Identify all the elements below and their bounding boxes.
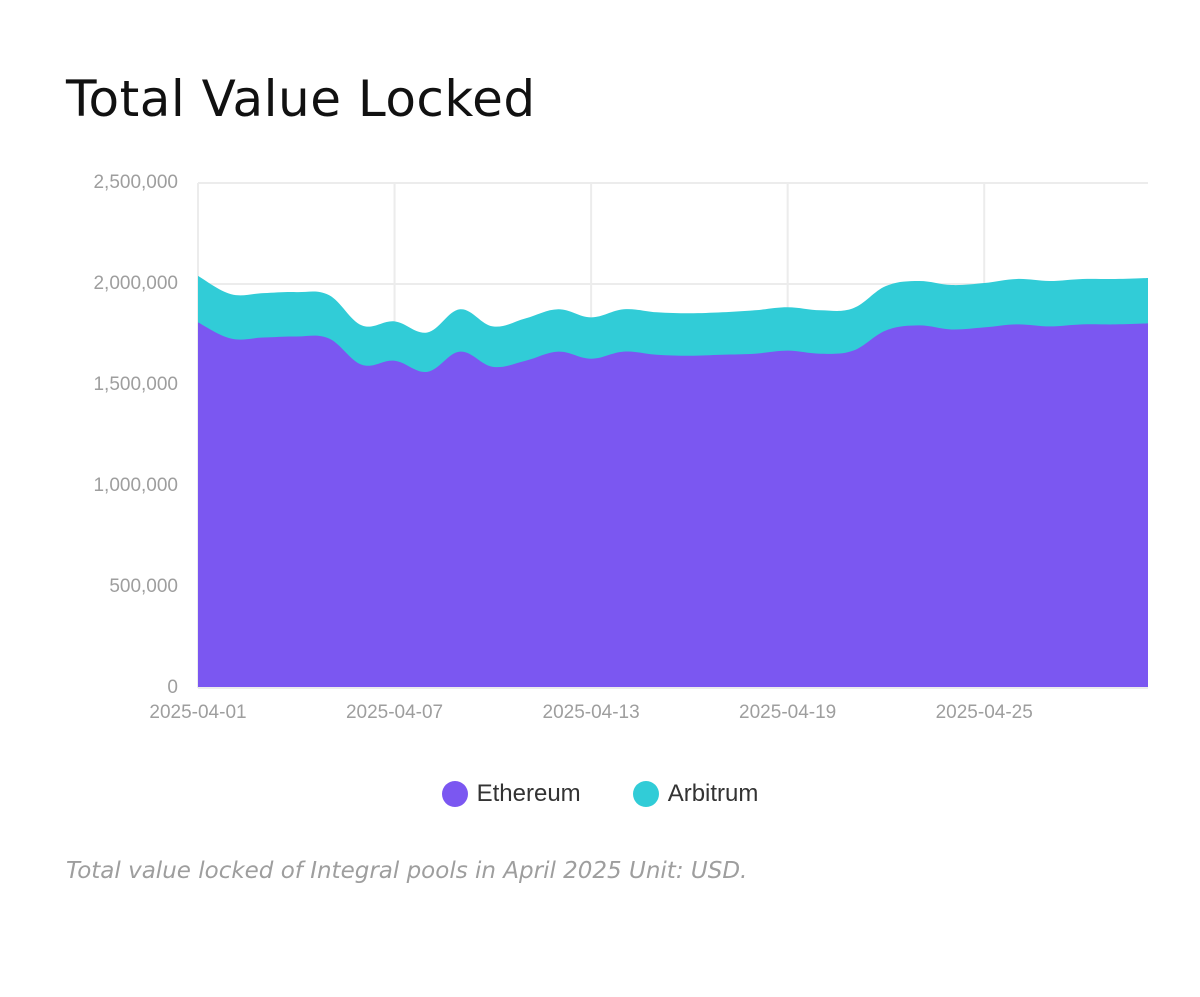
area-series [198, 275, 1148, 688]
chart-legend: Ethereum Arbitrum [0, 780, 1200, 808]
y-tick-label: 0 [167, 677, 178, 698]
legend-label-arbitrum: Arbitrum [667, 780, 759, 807]
y-tick-label: 1,000,000 [93, 475, 178, 496]
chart-title: Total Value Locked [66, 70, 536, 128]
y-tick-label: 2,000,000 [93, 273, 178, 294]
area-chart: 0 500,000 1,000,000 1,500,000 2,000,000 2,500… [93, 172, 1148, 723]
legend-item-arbitrum[interactable]: Arbitrum [632, 780, 759, 808]
y-tick-label: 500,000 [109, 576, 178, 597]
x-tick-label: 2025-04-13 [543, 702, 640, 723]
legend-swatch-arbitrum-icon [632, 781, 659, 807]
x-tick-label: 2025-04-01 [149, 702, 246, 723]
chart-caption: Total value locked of Integral pools in … [66, 858, 748, 884]
legend-label-ethereum: Ethereum [476, 780, 581, 807]
legend-swatch-ethereum-icon [441, 781, 468, 807]
x-tick-label: 2025-04-07 [346, 702, 443, 723]
x-tick-label: 2025-04-19 [739, 702, 836, 723]
y-tick-label: 1,500,000 [93, 374, 178, 395]
axis-layer: 0 500,000 1,000,000 1,500,000 2,000,000 2,500… [93, 172, 1148, 723]
legend-item-ethereum[interactable]: Ethereum [441, 780, 581, 808]
y-tick-label: 2,500,000 [93, 172, 178, 193]
x-tick-label: 2025-04-25 [936, 702, 1033, 723]
area-ethereum[interactable] [198, 322, 1148, 688]
